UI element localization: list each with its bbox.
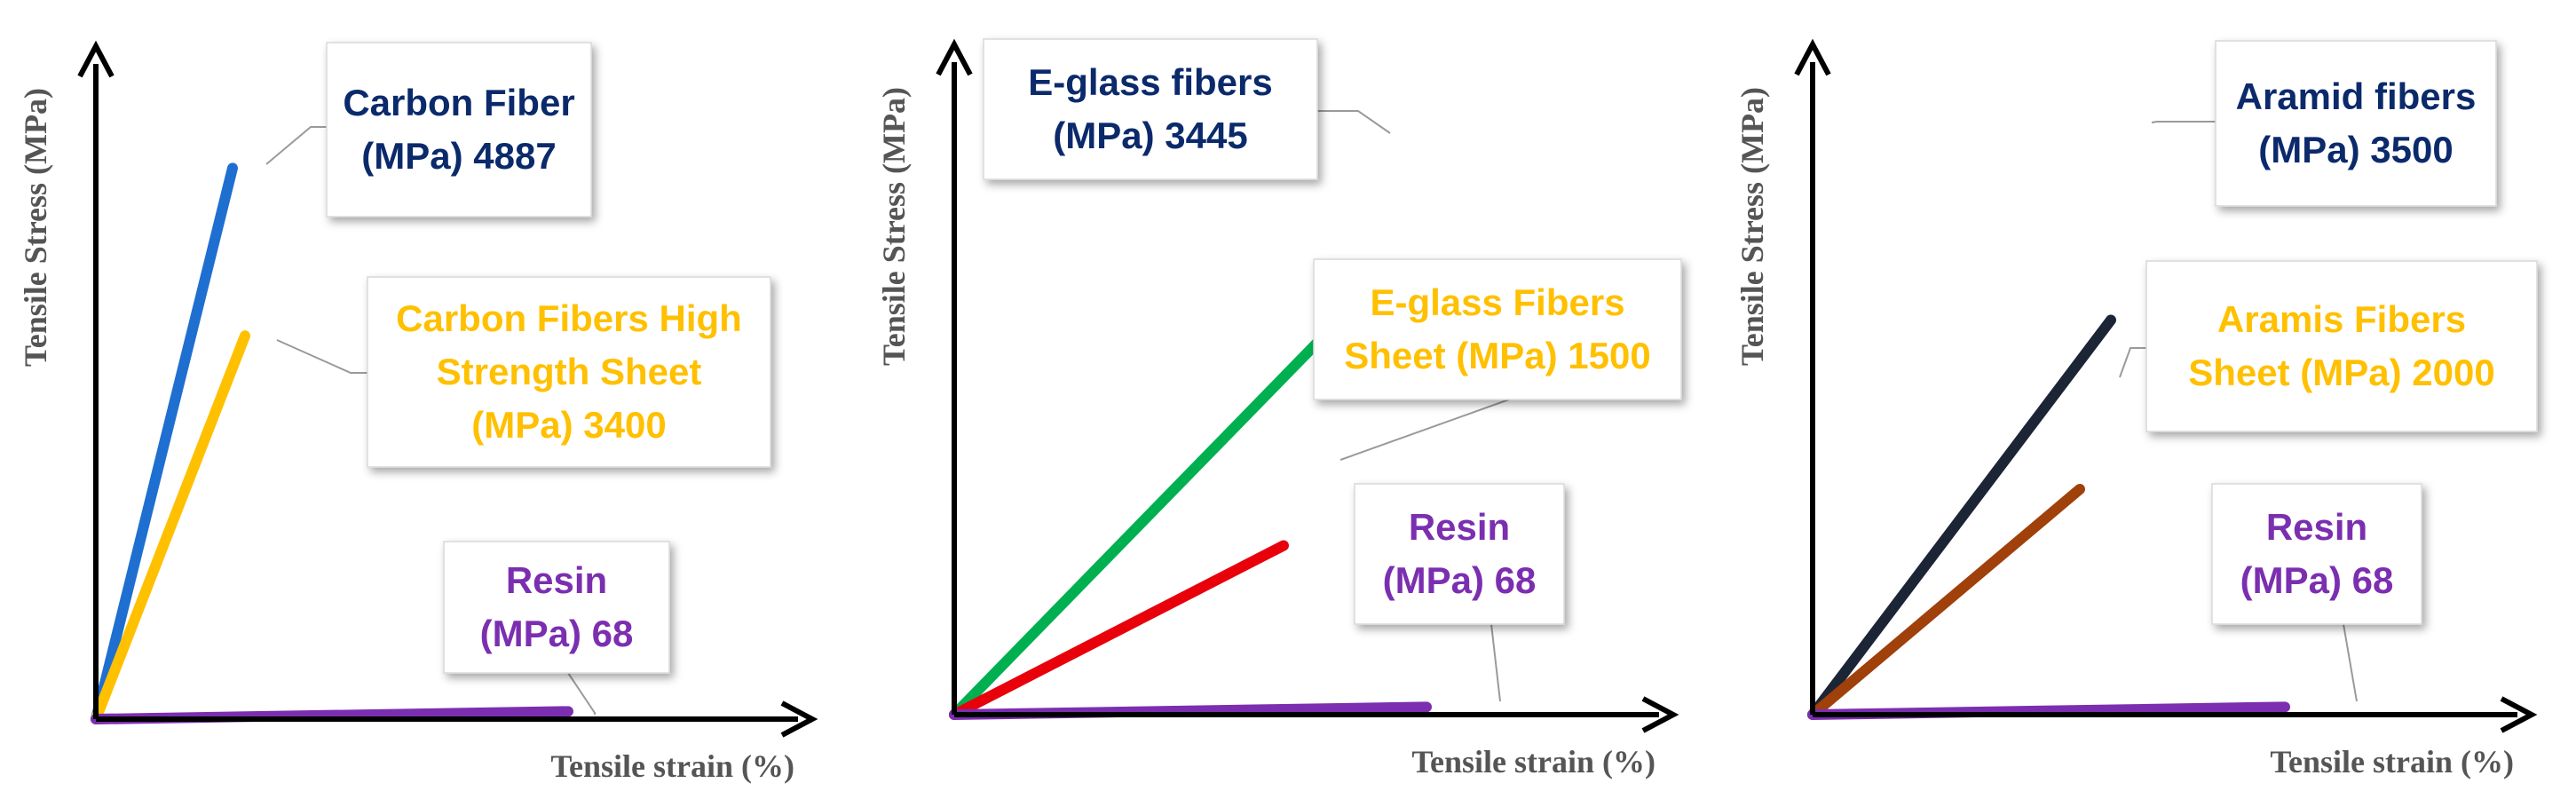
x-axis-label: Tensile strain (%) [2270,744,2514,779]
label-text-line: Sheet (MPa) 2000 [2188,352,2494,393]
label-text-line: Resin [2266,506,2367,548]
label-box-background [983,38,1318,180]
leader-line-1 [1317,110,1391,134]
chart-panel-2: Tensile Stress (MPa) Tensile strain (%) E-… [876,38,1682,779]
label-text-line: (MPa) 3500 [2258,129,2453,170]
label-box-aramid-fibers: Aramid fibers (MPa) 3500 [2215,40,2497,207]
x-axis-label: Tensile strain (%) [1411,744,1655,779]
label-text-line: Carbon Fibers High [396,297,742,339]
label-box-background [443,541,670,674]
label-text-line: (MPa) 68 [2240,559,2394,601]
series-line-e-glass-fibers-sheet [949,540,1289,720]
label-text-line: Aramid fibers [2236,75,2477,117]
label-box-aramis-fibers-sheet: Aramis Fibers Sheet (MPa) 2000 [2145,260,2538,432]
series-line-aramis-fibers-sheet [1807,484,2085,720]
label-text-line: (MPa) 68 [480,613,634,654]
label-text-line: Carbon Fiber [343,82,574,123]
series-line-carbon-fiber [91,162,238,724]
series-line-aramid-fibers [1807,314,2116,720]
leader-line-3 [1490,623,1501,702]
label-text-line: Resin [1409,506,1510,548]
leader-line-2 [276,339,367,374]
leader-line-3 [567,672,596,715]
label-box-resin: Resin (MPa) 68 [2211,483,2422,625]
label-text-line: (MPa) 4887 [361,135,556,177]
label-text-line: E-glass Fibers [1370,281,1624,323]
x-axis-arrow [2500,696,2538,733]
label-box-background [1354,483,1565,625]
label-text-line: E-glass fibers [1028,61,1272,103]
label-text-line: Aramis Fibers [2217,298,2466,340]
x-axis-label: Tensile strain (%) [550,748,794,784]
label-text-line: (MPa) 3445 [1053,115,1247,156]
x-axis-arrow [1641,696,1679,733]
y-axis-label: Tensile Stress (MPa) [876,87,912,366]
label-box-background [2145,260,2538,432]
leader-line-1 [2151,121,2216,123]
x-axis-arrow [780,700,818,738]
label-box-resin: Resin (MPa) 68 [1354,483,1565,625]
chart-panel-3: Tensile Stress (MPa) Tensile strain (%) Ar… [1734,38,2538,779]
leader-line-2 [1339,399,1510,461]
label-box-carbon-fiber: Carbon Fiber (MPa) 4887 [326,42,592,218]
label-box-carbon-fibers-high-strength-sheet: Carbon Fibers High Strength Sheet (MPa) 34… [367,276,771,468]
leader-line-3 [2343,623,2358,702]
label-text-line: Resin [506,559,607,601]
y-axis-label: Tensile Stress (MPa) [1734,87,1770,366]
label-text-line: (MPa) 3400 [471,404,666,446]
y-axis-label: Tensile Stress (MPa) [18,88,53,367]
y-axis-arrow [1794,38,1831,76]
series-line-carbon-fibers-high-strength-sheet [91,330,250,724]
label-text-line: Sheet (MPa) 1500 [1344,335,1650,376]
leader-line-2 [2119,347,2146,378]
chart-panel-1: Tensile Stress (MPa) Tensile strain (%) Ca… [18,40,818,784]
y-axis-arrow [77,40,115,78]
leader-line-1 [265,126,327,165]
label-box-background [1313,258,1682,400]
label-box-background [2215,40,2497,207]
label-box-background [367,276,771,468]
series-line-e-glass-fibers [949,320,1339,720]
label-box-background [326,42,592,218]
label-box-e-glass-fibers-sheet: E-glass Fibers Sheet (MPa) 1500 [1313,258,1682,400]
label-text-line: Strength Sheet [437,351,702,392]
label-box-background [2211,483,2422,625]
label-box-e-glass-fibers: E-glass fibers (MPa) 3445 [983,38,1318,180]
label-box-resin: Resin (MPa) 68 [443,541,670,674]
y-axis-arrow [936,38,973,76]
label-text-line: (MPa) 68 [1383,559,1537,601]
